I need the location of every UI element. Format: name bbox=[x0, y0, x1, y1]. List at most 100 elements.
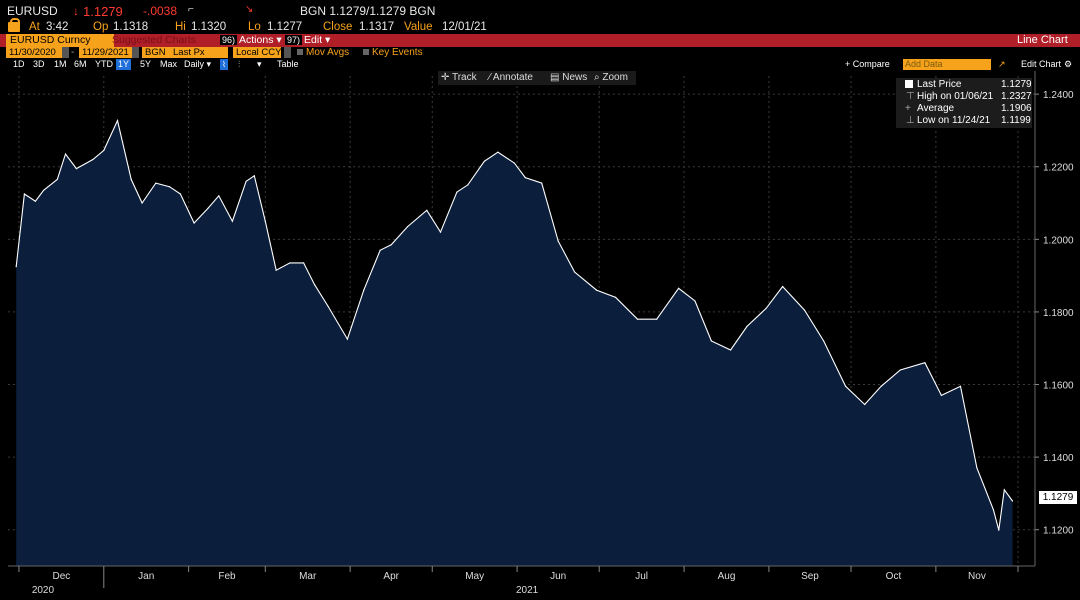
x-year-label: 2020 bbox=[32, 585, 55, 596]
y-tick-label: 1.2000 bbox=[1043, 235, 1074, 246]
at-time: 3:42 bbox=[46, 21, 69, 33]
price-point bbox=[56, 178, 58, 180]
legend-last-price-value: 1.1279 bbox=[1001, 79, 1032, 90]
price-point bbox=[407, 226, 409, 228]
legend-high-value: 1.2327 bbox=[1001, 91, 1032, 102]
currency-select[interactable]: Local CCY bbox=[233, 47, 281, 58]
price-area-fill bbox=[16, 120, 1013, 566]
source-field[interactable]: BGN bbox=[142, 47, 170, 58]
legend-high-label: High on 01/06/21 bbox=[917, 91, 994, 102]
price-point bbox=[456, 191, 458, 193]
price-point bbox=[439, 231, 442, 233]
track-tool[interactable]: ✛ Track bbox=[441, 72, 477, 83]
price-point bbox=[103, 149, 105, 151]
end-date-dropdown[interactable] bbox=[132, 47, 139, 58]
price-point bbox=[636, 318, 639, 320]
price-point bbox=[541, 182, 543, 184]
bar-chart-icon[interactable]: ⫶ bbox=[238, 59, 241, 69]
price-change: -.0038 bbox=[143, 4, 178, 18]
price-point bbox=[75, 168, 77, 170]
chart-legend[interactable]: Last Price 1.1279 ⊤ High on 01/06/21 1.2… bbox=[896, 78, 1032, 128]
price-chart[interactable]: 1.1200 1.1400 1.1600 1.1800 1.2000 1.2200 1.24… bbox=[0, 71, 1080, 600]
value-label: Value bbox=[404, 21, 433, 33]
edit-menu[interactable]: 97) Edit ▾ bbox=[285, 34, 331, 46]
down-arrow-icon: ↓ bbox=[73, 4, 79, 18]
actions-number: 96) bbox=[220, 35, 238, 45]
range-1d[interactable]: 1D bbox=[13, 59, 25, 69]
x-month-label: Jul bbox=[635, 571, 648, 582]
price-point bbox=[130, 178, 132, 180]
add-data-input[interactable]: Add Data bbox=[903, 59, 991, 70]
lock-icon bbox=[8, 18, 20, 32]
price-point bbox=[765, 307, 767, 309]
price-point bbox=[497, 151, 499, 153]
field-select[interactable]: Last Px bbox=[170, 47, 228, 58]
price-point bbox=[864, 403, 866, 406]
function-toolbar: EURUSD Curncy Suggested Charts 96) Action… bbox=[0, 34, 1080, 47]
price-point bbox=[426, 209, 428, 211]
currency-dropdown[interactable] bbox=[284, 47, 291, 58]
chart-settings: 11/30/2020 - 11/29/2021 BGN Last Px Loca… bbox=[0, 47, 1080, 59]
range-ytd[interactable]: YTD bbox=[95, 59, 113, 69]
price-point bbox=[390, 244, 392, 246]
chart-style-dropdown-icon[interactable]: ▾ bbox=[257, 59, 262, 69]
mov-avgs-toggle[interactable]: Mov Avgs bbox=[297, 47, 349, 58]
actions-menu[interactable]: 96) Actions ▾ bbox=[220, 34, 282, 46]
price-point bbox=[346, 338, 348, 340]
y-tick-label: 1.1200 bbox=[1043, 526, 1074, 537]
price-point bbox=[513, 162, 516, 164]
range-1m[interactable]: 1M bbox=[54, 59, 67, 69]
line-chart-icon[interactable]: ⌇ bbox=[220, 59, 228, 70]
range-5y[interactable]: 5Y bbox=[140, 59, 152, 69]
price-point bbox=[615, 296, 617, 298]
price-point bbox=[314, 284, 316, 286]
ticker: EURUSD bbox=[7, 4, 58, 18]
track-label: Track bbox=[451, 72, 477, 83]
high-marker-icon: ⊤ bbox=[906, 91, 915, 102]
range-1y[interactable]: 1Y bbox=[116, 59, 132, 70]
actions-label: Actions bbox=[239, 34, 274, 46]
price-point bbox=[924, 362, 926, 364]
legend-low-value: 1.1199 bbox=[1001, 115, 1031, 126]
trend-down-icon: ↘ bbox=[245, 4, 254, 15]
price-point bbox=[64, 153, 67, 155]
annotate-tool[interactable]: ⁄ Annotate bbox=[489, 72, 533, 83]
zoom-tool[interactable]: ⌕ Zoom bbox=[594, 72, 628, 83]
compare-button[interactable]: + Compare bbox=[845, 59, 890, 69]
price-point bbox=[218, 195, 220, 197]
range-3d[interactable]: 3D bbox=[33, 59, 45, 69]
key-events-checkbox-icon bbox=[363, 49, 369, 55]
x-month-label: May bbox=[465, 571, 484, 582]
gear-icon[interactable]: ⚙ bbox=[1064, 59, 1073, 69]
price-point bbox=[483, 160, 485, 162]
suggested-charts[interactable]: Suggested Charts bbox=[112, 34, 197, 46]
range-max[interactable]: Max bbox=[160, 59, 178, 69]
news-tool[interactable]: ▤ News bbox=[550, 72, 588, 83]
price-point bbox=[1003, 489, 1005, 491]
key-events-toggle[interactable]: Key Events bbox=[363, 47, 423, 58]
trend-mini-icon: ⌐ bbox=[188, 4, 194, 15]
frequency-select[interactable]: Daily ▾ bbox=[184, 59, 212, 69]
price-point bbox=[678, 287, 680, 289]
price-point bbox=[823, 340, 825, 342]
price-point bbox=[23, 193, 25, 195]
price-point bbox=[899, 369, 901, 371]
price-point bbox=[245, 180, 247, 182]
low-marker-icon: ⊥ bbox=[906, 115, 915, 126]
key-events-label: Key Events bbox=[372, 47, 423, 58]
price-point bbox=[782, 285, 784, 288]
table-button[interactable]: Table bbox=[277, 59, 299, 69]
start-date-dropdown[interactable] bbox=[62, 47, 69, 58]
price-point bbox=[746, 325, 748, 327]
end-date-field[interactable]: 11/29/2021 bbox=[79, 47, 135, 58]
security-field[interactable]: EURUSD Curncy bbox=[6, 34, 114, 47]
price-point bbox=[264, 220, 266, 222]
price-point bbox=[92, 158, 94, 161]
edit-chart-button[interactable]: Edit Chart bbox=[1021, 59, 1062, 69]
price-point bbox=[231, 220, 233, 222]
start-date-field[interactable]: 11/30/2020 bbox=[6, 47, 64, 58]
price-point bbox=[694, 300, 696, 302]
range-6m[interactable]: 6M bbox=[74, 59, 87, 69]
mov-avgs-checkbox-icon bbox=[297, 49, 303, 55]
close-label: Close bbox=[323, 21, 353, 33]
